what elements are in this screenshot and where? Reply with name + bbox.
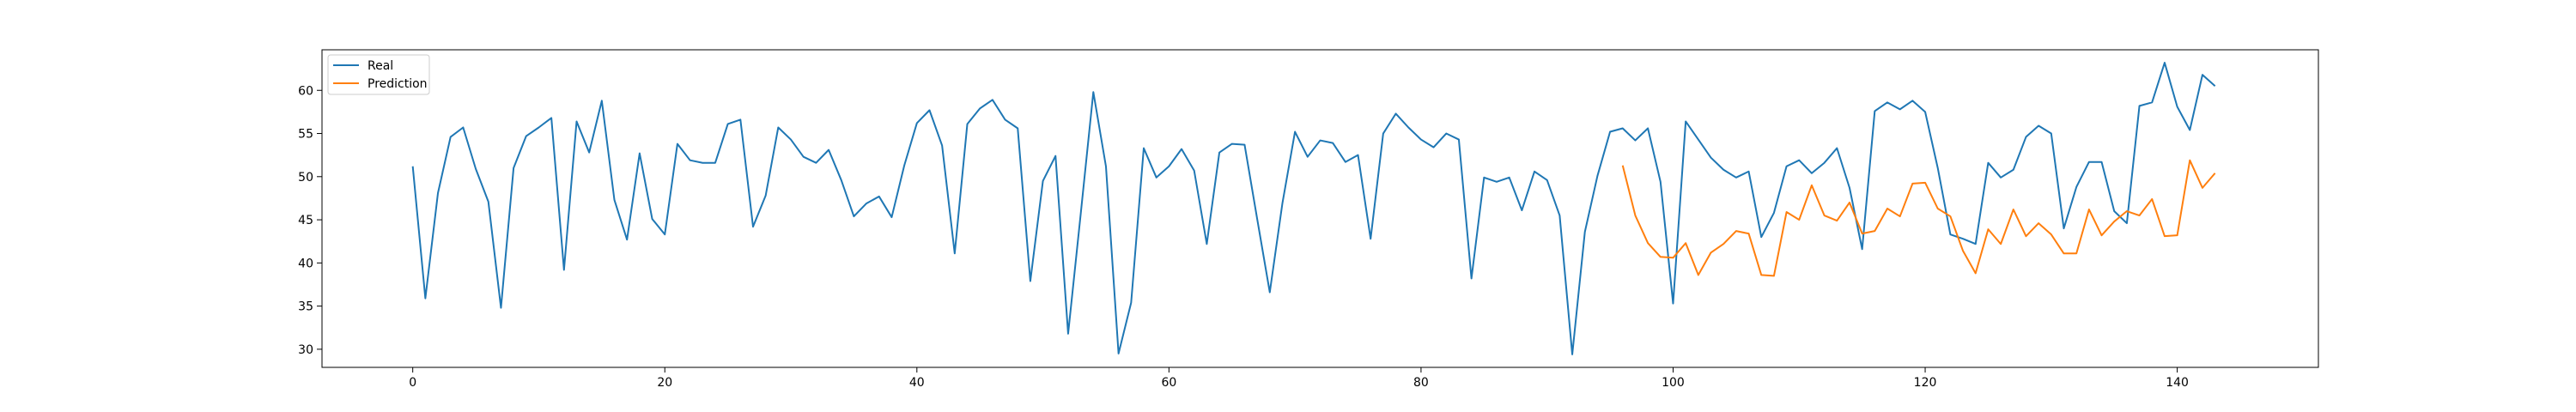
y-tick-label: 35 [298,300,313,314]
y-axis: 30 35 40 45 50 55 60 [298,84,322,357]
series-line-prediction [1621,159,2216,277]
x-tick-label: 120 [1914,376,1937,390]
y-tick-label: 30 [298,343,313,357]
x-axis: 0 20 40 60 80 100 120 140 [409,367,2189,390]
x-tick-label: 140 [2166,376,2189,390]
axes-frame [321,49,2319,368]
y-tick-label: 45 [298,214,313,227]
x-tick-label: 0 [409,376,416,390]
legend-label-prediction: Prediction [368,77,428,91]
y-tick-label: 55 [298,128,313,142]
x-tick-label: 20 [657,376,672,390]
y-tick-label: 60 [298,84,313,98]
x-tick-label: 60 [1161,376,1176,390]
legend: Real Prediction [327,54,430,95]
legend-label-real: Real [368,59,393,73]
x-tick-label: 80 [1413,376,1429,390]
y-tick-label: 50 [298,171,313,185]
series-line-real [411,62,2216,355]
x-tick-label: 40 [909,376,925,390]
x-tick-label: 100 [1662,376,1685,390]
y-tick-label: 40 [298,257,313,270]
axes-background [322,50,2318,367]
series-layer [411,62,2216,355]
plot-area: 0 20 40 60 80 100 120 140 30 35 40 45 50 55 60 [298,49,2319,390]
